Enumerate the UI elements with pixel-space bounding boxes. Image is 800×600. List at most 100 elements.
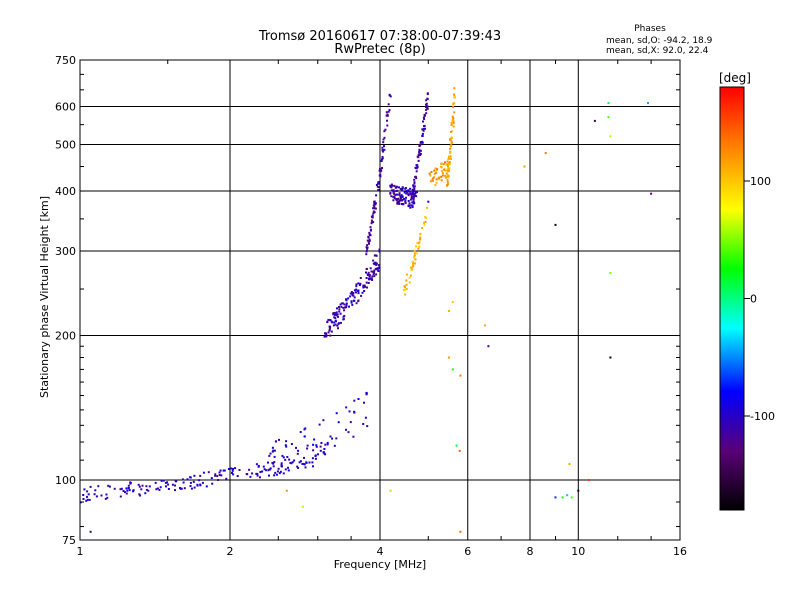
data-point [377, 270, 380, 272]
data-point [94, 489, 97, 492]
data-point [440, 166, 443, 169]
data-point [405, 287, 408, 290]
data-point [445, 172, 448, 175]
data-point [449, 147, 452, 150]
data-point [413, 185, 416, 188]
data-point [291, 461, 294, 464]
data-point [271, 446, 274, 449]
y-tick-label: 300 [55, 245, 76, 258]
data-point [377, 189, 380, 192]
data-point [411, 191, 414, 194]
data-point [345, 406, 348, 409]
data-point [372, 204, 375, 207]
data-point [451, 116, 454, 119]
data-point [408, 281, 411, 284]
data-point [345, 299, 348, 302]
data-point [371, 279, 374, 281]
data-point [364, 416, 367, 419]
data-point [449, 152, 452, 154]
data-point [174, 484, 176, 487]
data-point [447, 176, 450, 178]
data-point [447, 165, 449, 168]
data-point [357, 282, 360, 285]
data-point [328, 325, 331, 328]
data-point [328, 329, 331, 332]
data-point [181, 478, 184, 481]
data-point [336, 307, 338, 310]
data-point [139, 494, 142, 497]
data-point [386, 119, 388, 122]
data-point [138, 485, 141, 488]
data-point [414, 262, 416, 265]
data-point [374, 202, 377, 205]
data-point [368, 242, 370, 245]
data-point [338, 306, 340, 308]
data-point [411, 201, 414, 204]
y-tick-label: 75 [62, 534, 76, 547]
data-point [373, 275, 376, 278]
data-point [409, 190, 412, 193]
data-point [450, 131, 452, 133]
data-point [303, 456, 305, 459]
data-point [410, 197, 413, 200]
data-point [141, 484, 144, 487]
data-point [186, 478, 189, 481]
data-point [352, 435, 355, 438]
data-point [375, 273, 378, 276]
data-point [372, 207, 375, 210]
data-point [343, 314, 346, 317]
data-point [403, 285, 406, 288]
data-point [345, 302, 348, 305]
data-point [393, 195, 396, 198]
data-point [281, 454, 284, 457]
data-point [401, 199, 404, 201]
data-point [408, 202, 411, 205]
data-point [366, 249, 369, 252]
data-point [147, 489, 150, 492]
y-tick-label: 750 [55, 54, 76, 67]
data-point [357, 292, 360, 295]
colorbar-tick-label: 0 [750, 293, 757, 306]
data-point [275, 473, 278, 476]
data-point [287, 469, 290, 472]
data-point [386, 113, 389, 116]
data-point [423, 113, 426, 116]
data-point [374, 203, 377, 206]
y-tick-label: 500 [55, 139, 76, 152]
data-point [273, 449, 276, 452]
data-point [370, 270, 373, 273]
data-point [371, 275, 374, 278]
data-point [357, 398, 360, 400]
data-point [326, 443, 329, 446]
data-point [399, 199, 402, 202]
data-point [333, 312, 336, 314]
data-point [251, 472, 254, 475]
data-point [449, 145, 452, 147]
data-point [388, 93, 391, 96]
data-point [366, 244, 369, 247]
colorbar-tick-label: 100 [750, 175, 771, 188]
data-point [105, 493, 108, 496]
data-point [415, 170, 418, 173]
data-point [125, 492, 128, 495]
colorbar-label: [deg] [719, 71, 751, 85]
data-point [335, 314, 338, 317]
data-point [338, 310, 341, 313]
data-point [365, 391, 368, 394]
data-point [577, 489, 580, 492]
data-point [366, 239, 369, 242]
y-tick-label: 100 [55, 474, 76, 487]
data-point [411, 188, 414, 191]
x-tick-label: 6 [464, 545, 471, 558]
data-point [444, 169, 447, 172]
data-point [219, 469, 222, 472]
data-point [392, 191, 395, 194]
data-point [97, 485, 100, 488]
data-point [296, 465, 299, 468]
data-point [415, 245, 418, 248]
data-point [332, 313, 335, 316]
data-point [89, 530, 92, 533]
data-point [104, 497, 107, 500]
data-point [433, 172, 436, 175]
data-point [398, 202, 401, 205]
